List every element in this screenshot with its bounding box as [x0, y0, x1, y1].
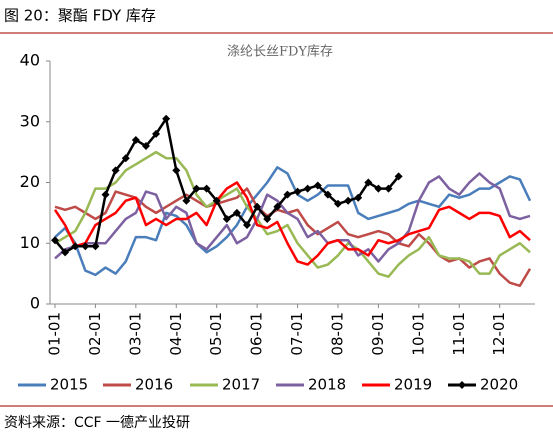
point-marker [162, 114, 171, 123]
point-marker [81, 242, 90, 251]
point-marker [344, 196, 353, 205]
point-marker [51, 236, 59, 245]
legend-marker [458, 381, 466, 389]
y-tick-label: 40 [20, 51, 40, 70]
x-tick-label: 04-01 [167, 312, 185, 356]
point-marker [253, 202, 262, 211]
point-marker [141, 142, 150, 151]
legend-label: 2018 [308, 376, 346, 394]
point-marker [111, 166, 120, 175]
legend-label: 2016 [135, 376, 173, 394]
point-marker [384, 184, 393, 193]
point-marker [303, 184, 312, 193]
legend-label: 2019 [394, 376, 432, 394]
point-marker [101, 190, 110, 199]
y-tick-label: 0 [30, 294, 40, 313]
point-marker [273, 202, 282, 211]
x-tick-label: 12-01 [490, 312, 508, 356]
series-line [54, 150, 531, 278]
point-marker [364, 178, 373, 187]
point-marker [192, 184, 201, 193]
x-tick-label: 08-01 [328, 312, 346, 356]
point-marker [121, 154, 130, 163]
point-marker [131, 135, 140, 144]
point-marker [71, 242, 80, 251]
x-tick-label: 10-01 [409, 312, 427, 356]
point-marker [394, 172, 403, 181]
legend-label: 2015 [50, 376, 88, 394]
point-marker [202, 184, 211, 193]
x-tick-label: 05-01 [207, 312, 225, 356]
x-tick-label: 03-01 [126, 312, 144, 356]
x-tick-label: 02-01 [86, 312, 104, 356]
chart-title: 涤纶长丝FDY库存 [227, 44, 333, 60]
point-marker [91, 242, 100, 251]
x-tick-label: 09-01 [369, 312, 387, 356]
series-line [54, 187, 532, 288]
point-marker [243, 221, 252, 230]
series-line [54, 172, 531, 263]
point-marker [263, 214, 272, 223]
series-line [54, 166, 532, 277]
x-tick-label: 01-01 [46, 312, 64, 356]
header: 图 20：聚酯 FDY 库存 [4, 7, 156, 25]
y-tick-label: 20 [20, 172, 40, 191]
point-marker [293, 187, 302, 196]
point-marker [323, 190, 332, 199]
point-marker [333, 199, 342, 208]
x-tick-label: 11-01 [450, 312, 468, 356]
point-marker [182, 196, 191, 205]
legend-label: 2020 [480, 376, 518, 394]
point-marker [313, 181, 322, 190]
legend-label: 2017 [222, 376, 260, 394]
point-marker [374, 184, 383, 193]
source: 资料来源：CCF 一德产业投研 [4, 415, 190, 431]
x-tick-label: 07-01 [288, 312, 306, 356]
y-tick-label: 10 [20, 233, 40, 252]
x-tick-label: 06-01 [248, 312, 266, 356]
point-marker [61, 248, 70, 257]
point-marker [354, 193, 363, 202]
y-tick-label: 30 [20, 111, 40, 130]
point-marker [152, 129, 161, 138]
point-marker [212, 196, 221, 205]
point-marker [172, 166, 181, 175]
point-marker [222, 214, 231, 223]
point-marker [232, 208, 241, 217]
point-marker [283, 190, 292, 199]
series-line [53, 181, 531, 266]
